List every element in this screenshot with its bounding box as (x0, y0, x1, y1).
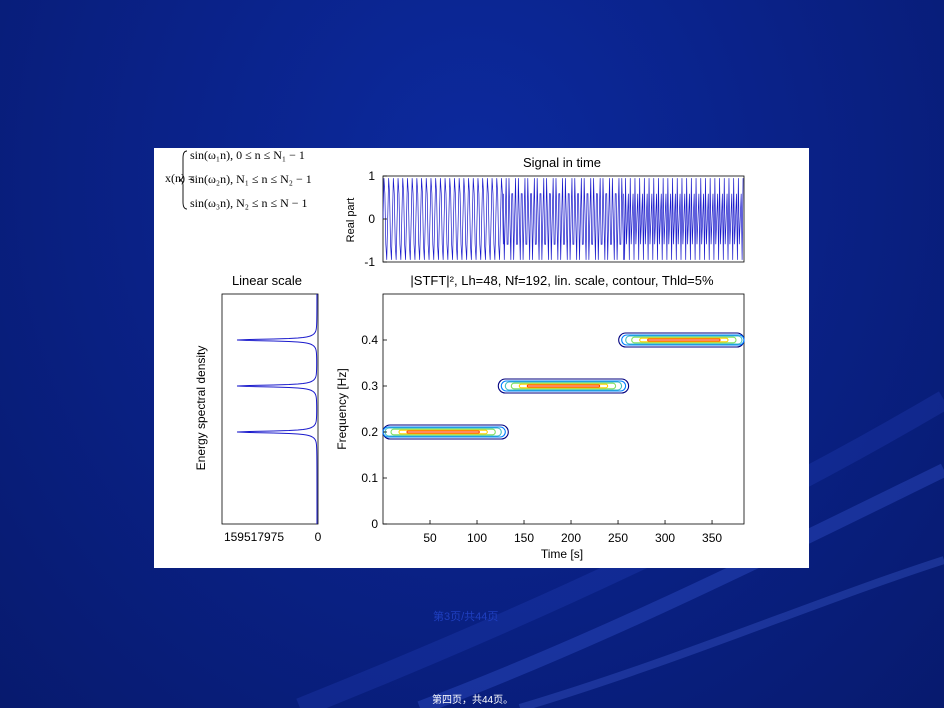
formula-case: sin(ω₃n), N₂ ≤ n ≤ N − 1 (190, 196, 308, 210)
stft-ytick-label: 0.3 (361, 379, 378, 393)
signal-trace-segment (382, 178, 504, 260)
stft-ytick-label: 0.4 (361, 333, 378, 347)
esd-xtick-label: 0 (315, 530, 322, 544)
stft-xtick-label: 250 (608, 531, 628, 545)
stft-contour-line (497, 378, 630, 394)
esd-plot-ylabel: Energy spectral density (194, 346, 208, 471)
signal-ytick-label: 1 (368, 169, 375, 183)
formula-case: sin(ω₁n), 0 ≤ n ≤ N₁ − 1 (190, 148, 305, 162)
stft-xtick-label: 350 (702, 531, 722, 545)
signal-ytick-label: -1 (364, 255, 375, 269)
stft-contour-line (639, 337, 729, 343)
stft-plot-ylabel: Frequency [Hz] (335, 368, 349, 449)
esd-plot-title: Linear scale (232, 273, 302, 288)
stft-contour-line (406, 430, 480, 434)
stft-ytick-label: 0.2 (361, 425, 378, 439)
stft-contour-plot: |STFT|², Lh=48, Nf=192, lin. scale, cont… (335, 273, 745, 561)
signal-trace-segment (623, 178, 744, 260)
formula: x(n) = sin(ω₁n), 0 ≤ n ≤ N₁ − 1 sin(ω₂n), … (165, 148, 312, 210)
stft-xtick-label: 150 (514, 531, 534, 545)
stft-plot-title: |STFT|², Lh=48, Nf=192, lin. scale, cont… (410, 273, 714, 288)
formula-case: sin(ω₂n), N₁ ≤ n ≤ N₂ − 1 (190, 172, 312, 186)
page-counter: 第四页，共44页。 (432, 695, 514, 706)
signal-trace-segment (502, 178, 625, 260)
signal-in-time-plot: Signal in time Real part -1 0 1 (345, 155, 745, 269)
stft-ytick-label: 0.1 (361, 471, 378, 485)
stft-contour-line (621, 334, 745, 346)
stft-contour-line (504, 381, 623, 391)
stft-xtick-label: 300 (655, 531, 675, 545)
formula-lhs: x(n) = (165, 171, 195, 185)
stft-xtick-label: 100 (467, 531, 487, 545)
energy-spectral-density-plot: Linear scale Energy spectral density 159… (194, 273, 322, 544)
footer-note: 第3页/共44页 (433, 611, 499, 623)
stft-contour-line (518, 383, 609, 389)
signal-plot-ylabel: Real part (345, 198, 357, 243)
figure-canvas: x(n) = sin(ω₁n), 0 ≤ n ≤ N₁ − 1 sin(ω₂n), … (165, 148, 745, 561)
esd-plot-frame (221, 293, 319, 525)
stft-contour-line (398, 429, 488, 435)
signal-plot-title: Signal in time (523, 155, 601, 170)
stft-ytick-label: 0 (371, 517, 378, 531)
esd-xtick-label: 159517975 (224, 530, 284, 544)
stft-plot-frame (382, 293, 745, 525)
stft-xtick-label: 200 (561, 531, 581, 545)
stft-contour-line (631, 336, 737, 344)
stft-contour-line (647, 338, 721, 342)
formula-brace (178, 150, 188, 210)
stft-contour-line (390, 428, 496, 436)
stft-contour-line (510, 382, 617, 390)
signal-ytick-label: 0 (368, 212, 375, 226)
stft-contour-line (625, 335, 743, 345)
figure-panel: x(n) = sin(ω₁n), 0 ≤ n ≤ N₁ − 1 sin(ω₂n), … (154, 148, 809, 568)
stft-contour-line (526, 384, 601, 388)
stft-xtick-label: 50 (423, 531, 437, 545)
stft-contour-line (500, 380, 627, 392)
stft-plot-xlabel: Time [s] (541, 547, 583, 561)
esd-curve (236, 294, 318, 524)
